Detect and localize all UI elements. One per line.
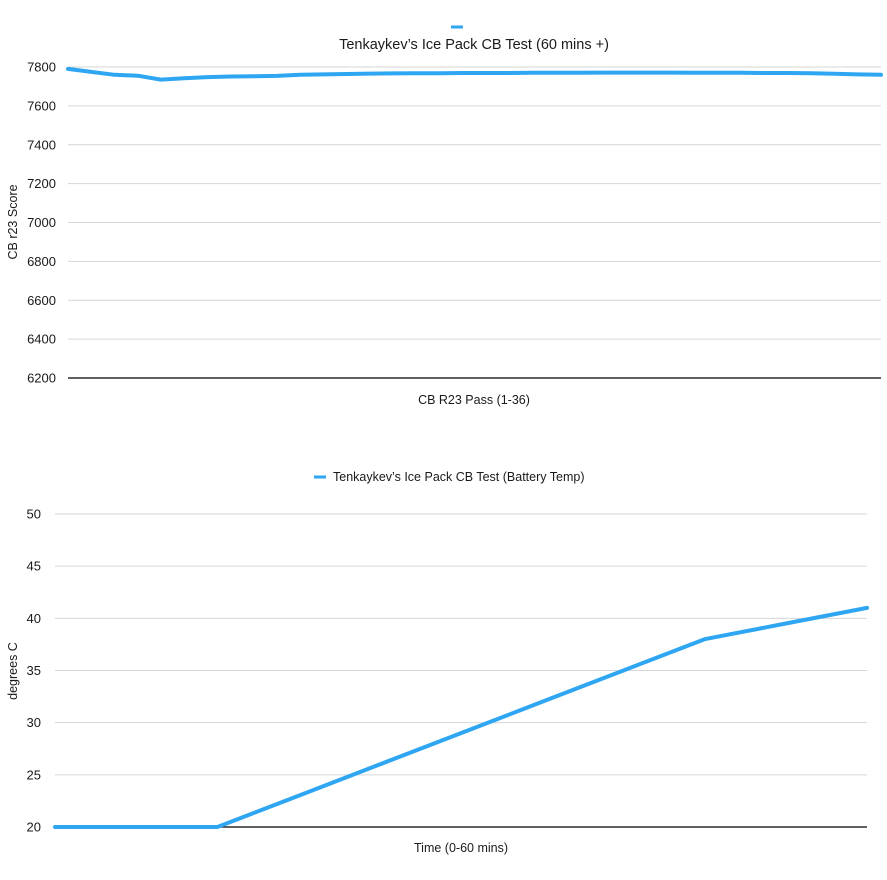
chart2-y-tick-label: 50 <box>27 507 41 522</box>
chart2-y-tick-label: 30 <box>27 715 41 730</box>
chart1-y-tick-label: 6200 <box>27 371 56 386</box>
chart1-y-axis-label: CB r23 Score <box>6 184 20 259</box>
chart1-y-tick-label: 7800 <box>27 60 56 75</box>
chart2-y-tick-label: 20 <box>27 820 41 835</box>
chart2-y-tick-label: 40 <box>27 611 41 626</box>
chart1-y-tick-label: 7600 <box>27 98 56 113</box>
chart1-y-tick-label: 6800 <box>27 254 56 269</box>
chart1-x-axis-label: CB R23 Pass (1-36) <box>418 393 530 407</box>
chart2-y-tick-label: 25 <box>27 767 41 782</box>
cb-score-chart: Tenkaykev’s Ice Pack CB Test (60 mins +)… <box>6 25 883 407</box>
chart2-y-axis-label: degrees C <box>6 642 20 700</box>
chart1-gridlines <box>68 66 881 340</box>
chart1-y-tick-label: 7200 <box>27 176 56 191</box>
battery-temp-chart: Tenkaykev’s Ice Pack CB Test (Battery Te… <box>6 470 869 855</box>
chart1-series-line <box>66 66 883 82</box>
chart1-y-tick-labels: 6200 6400 6600 6800 7000 7200 7400 7600 7800 <box>27 60 56 386</box>
chart2-y-tick-label: 35 <box>27 663 41 678</box>
chart2-legend-entry: Tenkaykev’s Ice Pack CB Test (Battery Te… <box>333 470 585 484</box>
chart1-y-tick-label: 7400 <box>27 137 56 152</box>
chart1-y-tick-label: 6600 <box>27 293 56 308</box>
chart1-y-tick-label: 6400 <box>27 332 56 347</box>
chart1-y-tick-label: 7000 <box>27 215 56 230</box>
chart2-gridlines <box>55 513 867 776</box>
chart2-series-line <box>53 605 869 829</box>
chart2-x-axis-label: Time (0-60 mins) <box>414 841 508 855</box>
chart1-title: Tenkaykev’s Ice Pack CB Test (60 mins +) <box>339 37 609 53</box>
chart2-y-tick-label: 45 <box>27 559 41 574</box>
chart2-y-tick-labels: 20 25 30 35 40 45 50 <box>27 507 41 835</box>
